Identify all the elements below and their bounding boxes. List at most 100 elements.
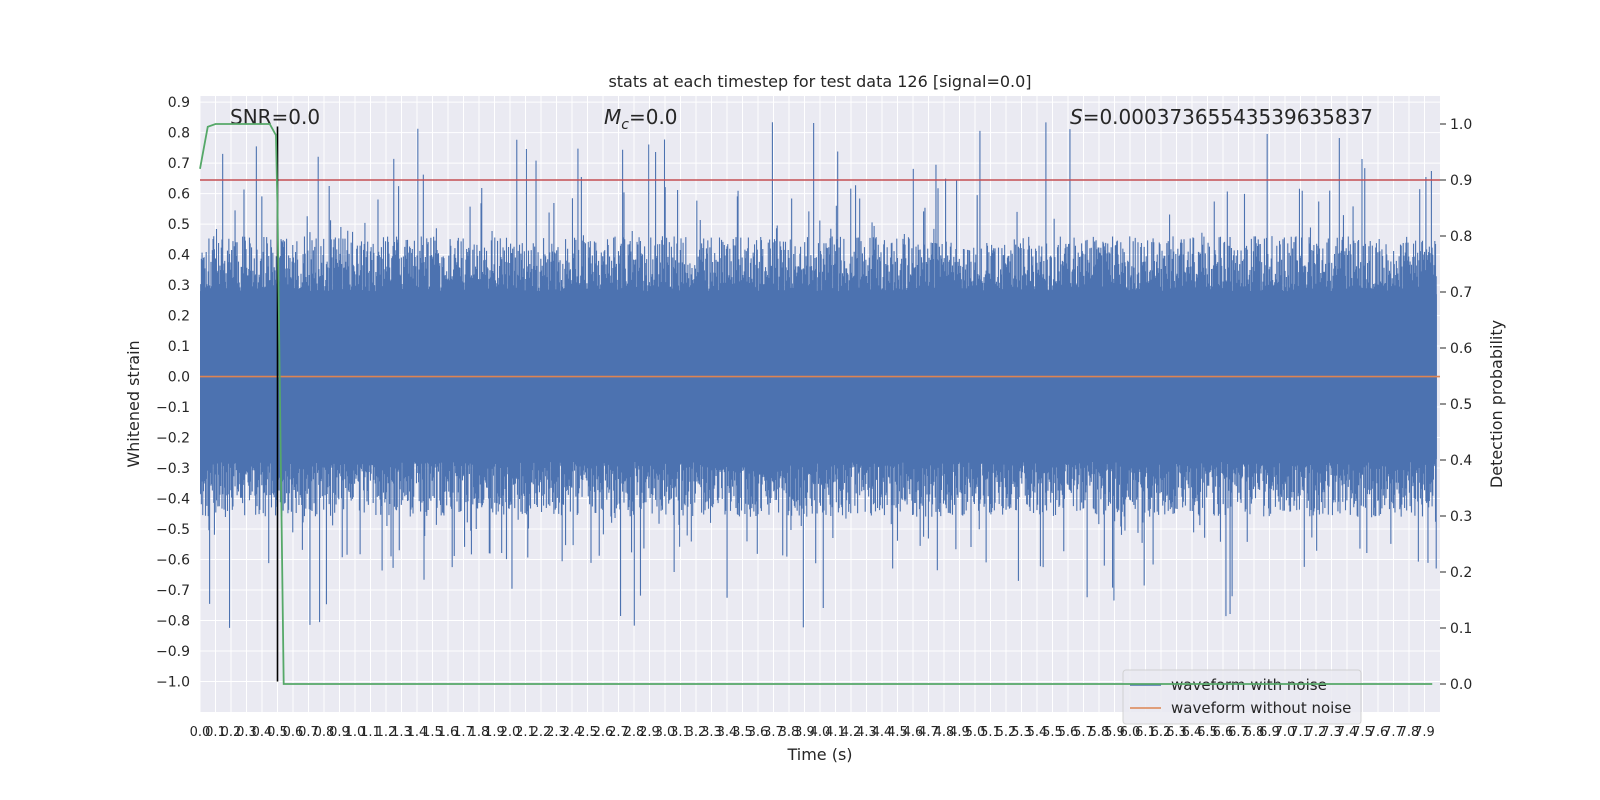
x-tick-label: 1.1 — [360, 725, 381, 740]
x-tick-label: 7.0 — [1275, 725, 1296, 740]
x-tick-label: 0.8 — [314, 725, 335, 740]
y-tick-label: −0.2 — [156, 431, 190, 447]
y-tick-label: −0.8 — [156, 614, 190, 630]
x-tick-label: 2.8 — [624, 725, 645, 740]
x-tick-label: 4.7 — [918, 725, 939, 740]
x-tick-label: 2.4 — [562, 725, 583, 740]
x-tick-label: 3.6 — [748, 725, 769, 740]
y-tick-label: 0.4 — [168, 248, 190, 264]
x-tick-label: 3.0 — [655, 725, 676, 740]
y2-tick-label: 1.0 — [1450, 117, 1472, 133]
x-tick-label: 2.5 — [577, 725, 598, 740]
y-tick-label: −0.3 — [156, 461, 190, 477]
y2-tick-label: 0.1 — [1450, 621, 1472, 637]
x-tick-label: 4.4 — [872, 725, 893, 740]
x-tick-label: 0.4 — [252, 725, 273, 740]
x-tick-label: 4.6 — [903, 725, 924, 740]
x-tick-label: 7.5 — [1352, 725, 1373, 740]
y2-ticks: 1.0 0.9 0.8 0.7 0.6 0.5 0.4 0.3 0.2 0.1 0.0 — [1440, 117, 1472, 693]
x-tick-label: 6.9 — [1259, 725, 1280, 740]
x-tick-label: 2.0 — [500, 725, 521, 740]
x-tick-label: 2.6 — [593, 725, 614, 740]
x-tick-label: 3.8 — [779, 725, 800, 740]
y-ticks: 0.9 0.8 0.7 0.6 0.5 0.4 0.3 0.2 0.1 0.0 −0.1 −0.2 −0… — [156, 95, 190, 690]
x-tick-label: 7.2 — [1306, 725, 1327, 740]
y2-tick-label: 0.4 — [1450, 453, 1472, 469]
y-tick-label: 0.7 — [168, 156, 190, 172]
y2-tick-label: 0.6 — [1450, 341, 1472, 357]
x-tick-label: 6.1 — [1135, 725, 1156, 740]
chart-title: stats at each timestep for test data 126… — [608, 72, 1031, 91]
y2-tick-label: 0.2 — [1450, 565, 1472, 581]
x-tick-label: 3.7 — [763, 725, 784, 740]
y2-tick-label: 0.9 — [1450, 173, 1472, 189]
x-tick-label: 5.8 — [1089, 725, 1110, 740]
x-tick-label: 5.0 — [965, 725, 986, 740]
x-tick-label: 0.7 — [298, 725, 319, 740]
x-tick-label: 7.7 — [1383, 725, 1404, 740]
x-tick-label: 7.9 — [1414, 725, 1435, 740]
x-tick-label: 5.7 — [1073, 725, 1094, 740]
x-tick-label: 0.9 — [329, 725, 350, 740]
legend: waveform with noise waveform without noi… — [1122, 669, 1362, 725]
x-tick-label: 2.3 — [546, 725, 567, 740]
x-tick-label: 6.2 — [1151, 725, 1172, 740]
x-tick-label: 5.3 — [1011, 725, 1032, 740]
y-tick-label: 0.5 — [168, 217, 190, 233]
y-tick-label: −0.5 — [156, 522, 190, 538]
legend-label-noise: waveform with noise — [1171, 676, 1327, 694]
x-tick-label: 5.9 — [1104, 725, 1125, 740]
x-tick-label: 3.3 — [701, 725, 722, 740]
y-tick-label: −0.9 — [156, 644, 190, 660]
snr-annotation: SNR=0.0 — [230, 105, 320, 129]
x-tick-label: 5.2 — [996, 725, 1017, 740]
x-tick-label: 6.5 — [1197, 725, 1218, 740]
x-tick-label: 4.8 — [934, 725, 955, 740]
x-tick-label: 4.2 — [841, 725, 862, 740]
x-tick-label: 4.3 — [856, 725, 877, 740]
x-tick-label: 6.3 — [1166, 725, 1187, 740]
x-tick-label: 1.6 — [438, 725, 459, 740]
x-tick-label: 7.3 — [1321, 725, 1342, 740]
x-tick-label: 7.8 — [1399, 725, 1420, 740]
x-tick-label: 4.0 — [810, 725, 831, 740]
x-tick-label: 0.6 — [283, 725, 304, 740]
x-tick-label: 1.3 — [391, 725, 412, 740]
x-tick-label: 0.1 — [205, 725, 226, 740]
y-tick-label: 0.3 — [168, 278, 190, 294]
y-axis-label: Whitened strain — [124, 340, 143, 467]
x-tick-label: 1.0 — [345, 725, 366, 740]
y-tick-label: 0.2 — [168, 309, 190, 325]
x-tick-label: 6.0 — [1120, 725, 1141, 740]
x-tick-label: 2.1 — [515, 725, 536, 740]
x-tick-label: 5.4 — [1027, 725, 1048, 740]
x-tick-label: 1.4 — [407, 725, 428, 740]
x-tick-label: 6.4 — [1182, 725, 1203, 740]
s-annotation: S=0.00037365543539635837 — [1070, 105, 1373, 129]
y-tick-label: 0.6 — [168, 187, 190, 203]
x-tick-label: 2.9 — [639, 725, 660, 740]
x-tick-label: 0.3 — [236, 725, 257, 740]
y2-tick-label: 0.8 — [1450, 229, 1472, 245]
x-tick-label: 7.6 — [1368, 725, 1389, 740]
x-tick-label: 3.5 — [732, 725, 753, 740]
x-tick-label: 5.1 — [980, 725, 1001, 740]
y2-axis-label: Detection probability — [1487, 320, 1506, 488]
x-tick-label: 3.4 — [717, 725, 738, 740]
x-tick-label: 1.8 — [469, 725, 490, 740]
y-tick-label: 0.8 — [168, 126, 190, 142]
x-tick-label: 1.7 — [453, 725, 474, 740]
x-tick-label: 1.2 — [376, 725, 397, 740]
mc-annotation: Mc=0.0 — [604, 105, 678, 133]
x-tick-label: 3.2 — [686, 725, 707, 740]
x-tick-label: 7.4 — [1337, 725, 1358, 740]
x-tick-label: 3.9 — [794, 725, 815, 740]
x-tick-label: 3.1 — [670, 725, 691, 740]
y-tick-label: 0.9 — [168, 95, 190, 111]
x-tick-label: 4.5 — [887, 725, 908, 740]
x-tick-label: 5.6 — [1058, 725, 1079, 740]
x-axis-label: Time (s) — [786, 745, 852, 764]
y2-tick-label: 0.7 — [1450, 285, 1472, 301]
y2-tick-label: 0.0 — [1450, 677, 1472, 693]
